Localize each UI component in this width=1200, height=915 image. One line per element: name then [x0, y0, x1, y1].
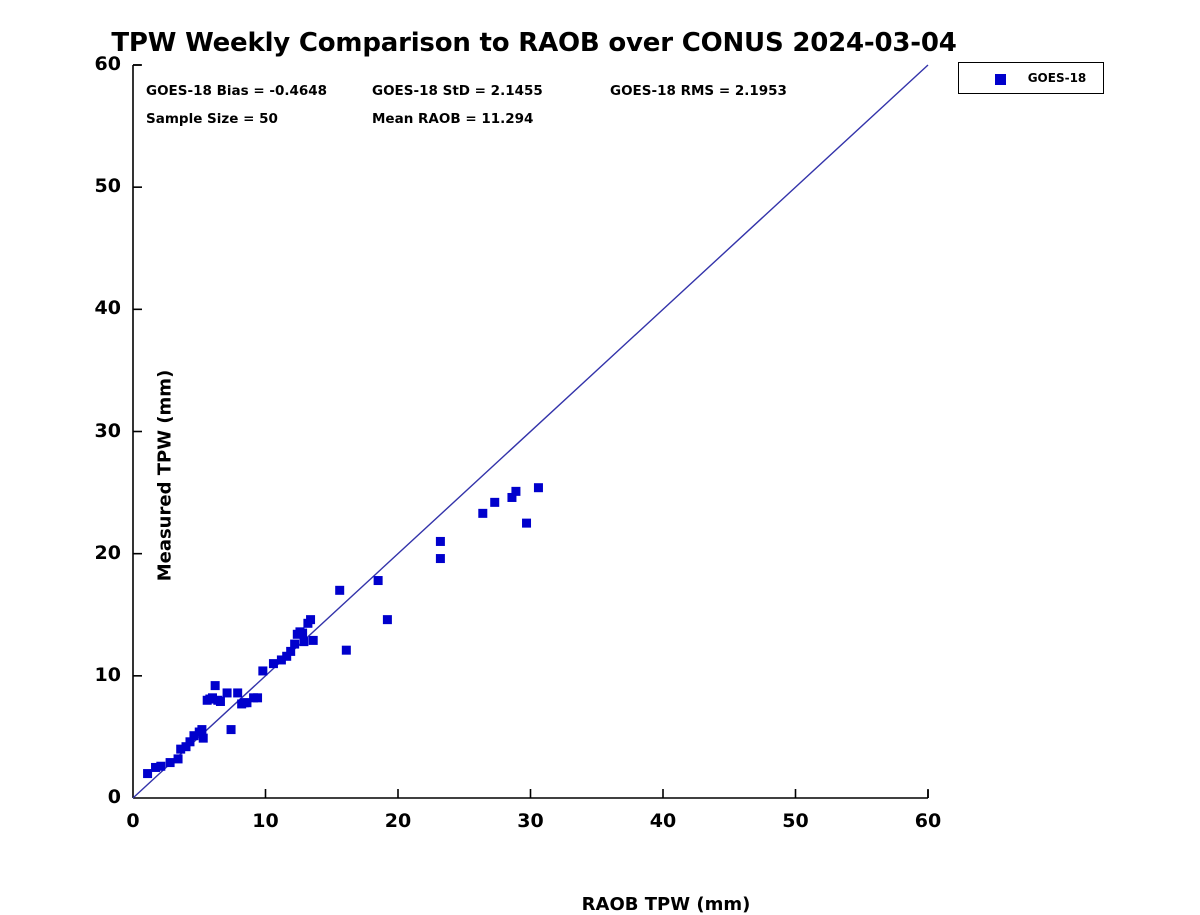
scatter-point [242, 698, 252, 708]
x-tick-label: 60 [914, 810, 942, 832]
legend: GOES-18 [958, 62, 1104, 94]
scatter-point [226, 725, 236, 735]
page-title: TPW Weekly Comparison to RAOB over CONUS… [111, 28, 957, 58]
legend-swatch-goes18 [995, 74, 1006, 85]
scatter-point [253, 693, 263, 703]
scatter-point [511, 486, 521, 496]
x-tick-label: 0 [126, 810, 140, 832]
scatter-point [197, 725, 207, 735]
scatter-point [258, 666, 268, 676]
y-tick-label: 60 [94, 53, 121, 75]
scatter-point [490, 497, 500, 507]
scatter-point [335, 585, 345, 595]
scatter-point [185, 737, 195, 747]
scatter-point [198, 733, 208, 743]
y-axis-label: Measured TPW (mm) [154, 369, 176, 582]
scatter-point [181, 742, 191, 752]
x-tick-label: 10 [252, 810, 279, 832]
scatter-point [176, 744, 186, 754]
x-tick-label: 30 [517, 810, 544, 832]
scatter-point [233, 688, 243, 698]
scatter-point [435, 554, 445, 564]
scatter-point [341, 645, 351, 655]
scatter-point [306, 615, 316, 625]
x-tick-label: 40 [649, 810, 677, 832]
annotation-mean-raob: Mean RAOB = 11.294 [372, 111, 534, 127]
x-tick-label: 20 [384, 810, 412, 832]
scatter-point [522, 518, 532, 528]
y-tick-label: 30 [94, 419, 121, 442]
scatter-point [208, 693, 217, 703]
scatter-point [276, 655, 286, 665]
scatter-point [210, 681, 220, 691]
scatter-point [298, 628, 308, 638]
scatter-point [215, 696, 225, 706]
scatter-points [143, 483, 543, 779]
annotation-sample-size: Sample Size = 50 [146, 111, 278, 127]
legend-label-goes18: GOES-18 [1027, 71, 1087, 85]
scatter-point [533, 483, 543, 493]
scatter-point [478, 508, 488, 518]
annotation-std: GOES-18 StD = 2.1455 [372, 83, 543, 99]
scatter-point [299, 637, 309, 647]
y-tick-label: 0 [107, 786, 121, 808]
x-tick-label: 50 [782, 810, 809, 832]
scatter-point [286, 646, 296, 656]
scatter-point [507, 492, 517, 502]
scatter-point [373, 576, 383, 586]
scatter-point [290, 639, 300, 649]
x-axis-label: RAOB TPW (mm) [581, 894, 751, 915]
tick-marks [133, 64, 929, 798]
scatter-point [222, 688, 232, 698]
scatter-point [268, 659, 278, 669]
scatter-point [382, 615, 392, 625]
plot-area: Measured TPW (mm) RAOB TPW (mm) [133, 65, 928, 915]
scatter-point [143, 769, 153, 779]
y-tick-label: 10 [94, 663, 121, 686]
scatter-point [282, 651, 292, 661]
scatter-point [308, 635, 318, 645]
scatter-point [151, 762, 161, 772]
scatter-point [156, 761, 166, 771]
one-to-one-line [132, 64, 929, 799]
scatter-point [189, 731, 199, 741]
y-tick-label: 50 [94, 175, 121, 198]
scatter-point [435, 536, 445, 546]
annotation-bias: GOES-18 Bias = -0.4648 [146, 83, 328, 99]
y-tick-label: 40 [94, 297, 121, 320]
y-tick-label: 20 [94, 541, 121, 564]
scatter-point [165, 758, 175, 768]
annotation-rms: GOES-18 RMS = 2.1953 [610, 83, 787, 99]
scatter-point [173, 754, 183, 764]
